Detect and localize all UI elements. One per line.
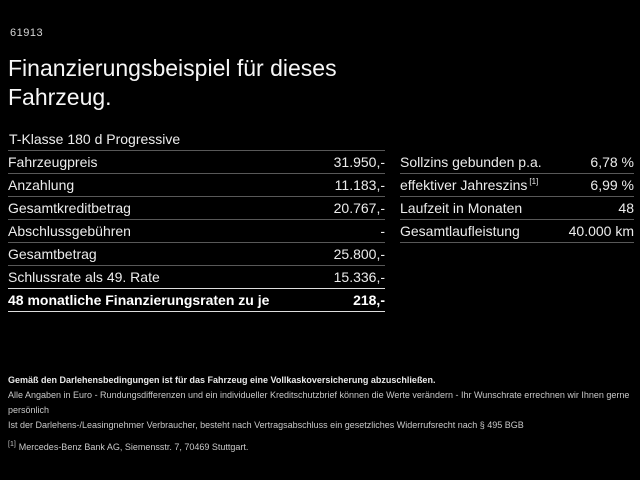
table-row-abschlussgebuehren: Abschlussgebühren - bbox=[8, 220, 385, 243]
table-row-anzahlung: Anzahlung 11.183,- bbox=[8, 174, 385, 197]
table-row-effektiver-jahreszins: effektiver Jahreszins [1] 6,99 % bbox=[400, 174, 634, 197]
footnote-reference: [1] bbox=[529, 177, 539, 187]
row-value: 11.183,- bbox=[334, 177, 385, 193]
row-value: 6,99 % bbox=[590, 177, 634, 193]
row-value: 20.767,- bbox=[333, 200, 385, 216]
row-value: 31.950,- bbox=[333, 154, 385, 170]
page-title: Finanzierungsbeispiel für dieses Fahrzeu… bbox=[8, 54, 337, 112]
table-row-fahrzeugpreis: Fahrzeugpreis 31.950,- bbox=[8, 151, 385, 174]
row-label: 48 monatliche Finanzierungsraten zu je bbox=[8, 292, 270, 308]
row-label: Laufzeit in Monaten bbox=[400, 200, 523, 216]
legal-footer: Gemäß den Darlehensbedingungen ist für d… bbox=[8, 373, 632, 455]
row-label: Gesamtbetrag bbox=[8, 246, 97, 262]
table-row-monthly-rate: 48 monatliche Finanzierungsraten zu je 2… bbox=[8, 288, 385, 312]
table-row-gesamtlaufleistung: Gesamtlaufleistung 40.000 km bbox=[400, 220, 634, 243]
footer-insurance-notice: Gemäß den Darlehensbedingungen ist für d… bbox=[8, 375, 436, 385]
footer-footnote: [1] Mercedes-Benz Bank AG, Siemensstr. 7,… bbox=[8, 437, 632, 455]
table-row-gesamtbetrag: Gesamtbetrag 25.800,- bbox=[8, 243, 385, 266]
row-value: 15.336,- bbox=[333, 269, 385, 285]
row-value: 48 bbox=[618, 200, 634, 216]
row-value: - bbox=[380, 223, 385, 239]
row-value: 218,- bbox=[353, 292, 385, 308]
table-row-laufzeit: Laufzeit in Monaten 48 bbox=[400, 197, 634, 220]
page-title-line1: Finanzierungsbeispiel für dieses bbox=[8, 55, 337, 81]
row-label: Schlussrate als 49. Rate bbox=[8, 269, 160, 285]
footnote-text: Mercedes-Benz Bank AG, Siemensstr. 7, 70… bbox=[18, 442, 249, 452]
table-row-sollzins: Sollzins gebunden p.a. 6,78 % bbox=[400, 151, 634, 174]
row-label: Fahrzeugpreis bbox=[8, 154, 98, 170]
row-label: Gesamtlaufleistung bbox=[400, 223, 520, 239]
row-label: Abschlussgebühren bbox=[8, 223, 131, 239]
row-value: 40.000 km bbox=[568, 223, 634, 239]
footer-disclaimer-line2: Ist der Darlehens-/Leasingnehmer Verbrau… bbox=[8, 420, 524, 430]
footer-disclaimer-line1: Alle Angaben in Euro - Rundungsdifferenz… bbox=[8, 390, 630, 415]
conditions-table: Sollzins gebunden p.a. 6,78 % effektiver… bbox=[400, 151, 634, 243]
row-label: Sollzins gebunden p.a. bbox=[400, 154, 542, 170]
page-title-line2: Fahrzeug. bbox=[8, 84, 112, 110]
row-label: effektiver Jahreszins [1] bbox=[400, 177, 539, 193]
row-label: Gesamtkreditbetrag bbox=[8, 200, 131, 216]
table-row-schlussrate: Schlussrate als 49. Rate 15.336,- bbox=[8, 266, 385, 289]
table-row-gesamtkreditbetrag: Gesamtkreditbetrag 20.767,- bbox=[8, 197, 385, 220]
financing-table: Fahrzeugpreis 31.950,- Anzahlung 11.183,… bbox=[8, 150, 385, 312]
row-value: 6,78 % bbox=[590, 154, 634, 170]
row-value: 25.800,- bbox=[333, 246, 385, 262]
vehicle-model-label: T-Klasse 180 d Progressive bbox=[9, 131, 181, 147]
page-code: 61913 bbox=[10, 27, 44, 39]
row-label: Anzahlung bbox=[8, 177, 75, 193]
footnote-marker: [1] bbox=[8, 441, 16, 448]
